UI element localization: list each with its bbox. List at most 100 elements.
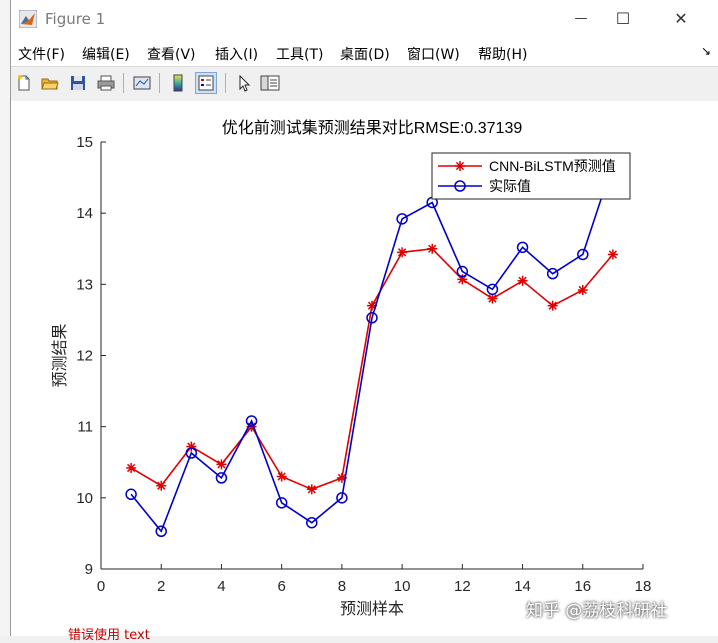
menu-tools[interactable]: 工具(T) [276,47,324,63]
data-point-circle [306,516,318,529]
asterisk-stroke [548,301,557,310]
data-point-asterisk [427,243,438,254]
x-tick-label: 18 [635,578,652,595]
property-inspector-icon[interactable] [259,72,281,94]
minimize-icon: — [574,10,588,26]
x-tick-label: 6 [277,578,285,595]
maximize-icon: ☐ [615,8,631,28]
data-point-circle [366,312,378,324]
menu-file[interactable]: 文件(F) [18,47,65,63]
x-axis-label: 预测样本 [340,600,404,618]
data-point-circle [486,283,499,296]
data-point-asterisk [397,247,408,258]
pointer-icon[interactable] [233,72,255,94]
menu-window[interactable]: 窗口(W) [407,47,460,63]
asterisk-stroke [307,485,316,494]
new-figure-icon[interactable] [13,72,35,94]
figure-toolbar [11,66,718,102]
legend-marker-asterisk [455,161,465,171]
link-plot-icon[interactable] [131,72,153,94]
data-point-asterisk [216,459,227,470]
toolbar-separator [225,73,226,93]
asterisk-stroke [455,161,465,171]
asterisk-stroke [367,301,377,310]
line-chart: 0 2 4 6 8 10 12 14 16 18 9 10 11 12 13 14 15 优化前测试集预测结果对比… [51,119,652,618]
data-point-circle [546,267,559,280]
y-tick-label: 10 [76,490,93,507]
data-point-asterisk [306,484,317,495]
y-tick-label: 13 [76,276,93,293]
y-tick-label: 14 [76,205,93,222]
y-tick-label: 9 [85,561,93,578]
figure-canvas: 0 2 4 6 8 10 12 14 16 18 9 10 11 12 13 14 15 优化前测试集预测结果对比… [11,101,718,636]
asterisk-stroke [428,244,437,253]
print-icon[interactable] [95,72,117,94]
menu-edit[interactable]: 编辑(E) [82,47,130,63]
toolbar-separator [123,73,124,93]
legend-label: CNN-BiLSTM预测值 [489,158,616,174]
asterisk-stroke [277,472,286,481]
open-file-icon[interactable] [39,72,61,94]
menu-view[interactable]: 查看(V) [147,47,196,63]
asterisk-stroke [488,294,497,303]
x-tick-label: 2 [157,578,165,595]
x-tick-label: 4 [217,578,225,595]
asterisk-stroke [458,275,467,284]
data-point-asterisk [547,300,558,311]
error-text: 错误使用 text [68,628,150,643]
data-point-asterisk [577,285,588,296]
menu-desktop[interactable]: 桌面(D) [340,47,390,63]
series-line-1 [130,247,614,491]
data-point-circle [577,248,589,261]
data-point-asterisk [487,293,498,304]
asterisk-stroke [608,250,618,259]
close-button[interactable]: ✕ [659,4,703,32]
y-tick-label: 11 [77,419,93,436]
figure-window: Figure 1 — ☐ ✕ 文件(F) 编辑(E) 查看(V) 插入(I) 工… [10,0,718,636]
series-line-2 [130,163,614,533]
y-tick-label: 12 [76,348,93,365]
asterisk-stroke [126,463,136,473]
colorbar-icon[interactable] [167,72,189,94]
x-tick-label: 16 [574,578,591,595]
matlab-logo-icon [19,10,37,28]
background-desktop-strip [0,0,10,636]
data-point-asterisk [276,471,287,482]
data-point-circle [516,241,529,254]
menu-overflow-icon[interactable]: ↘ [700,44,711,58]
menu-insert[interactable]: 插入(I) [215,47,259,63]
data-point-circle [396,213,408,225]
data-point-circle [185,447,198,459]
watermark: 知乎 @荔枝科研社 [526,601,668,621]
data-point-asterisk [126,462,137,473]
data-point-circle [155,525,167,538]
data-point-circle [456,265,469,278]
asterisk-stroke [578,285,587,295]
save-icon[interactable] [67,72,89,94]
x-tick-label: 8 [338,578,346,595]
title-bar: Figure 1 — ☐ ✕ [11,0,718,36]
data-point-asterisk [156,480,167,491]
x-tick-label: 10 [394,578,411,595]
menu-help[interactable]: 帮助(H) [478,47,528,63]
data-point-circle [336,492,348,504]
window-title: Figure 1 [45,10,106,28]
legend-icon[interactable] [195,72,217,94]
y-axis-label: 预测结果 [51,323,69,387]
asterisk-stroke [397,248,407,257]
minimize-button[interactable]: — [559,4,603,32]
data-point-circle [245,415,258,427]
y-tick-label: 15 [76,134,93,151]
asterisk-stroke [157,481,166,490]
data-point-circle [275,497,288,509]
asterisk-stroke [518,276,527,285]
x-tick-label: 0 [97,578,105,595]
legend-label: 实际值 [489,178,531,194]
x-tick-label: 12 [454,578,471,595]
menu-bar: 文件(F) 编辑(E) 查看(V) 插入(I) 工具(T) 桌面(D) 窗口(W… [11,38,718,66]
asterisk-stroke [337,473,347,483]
data-point-asterisk [607,249,618,260]
maximize-button[interactable]: ☐ [601,4,645,32]
data-point-asterisk [517,275,528,286]
